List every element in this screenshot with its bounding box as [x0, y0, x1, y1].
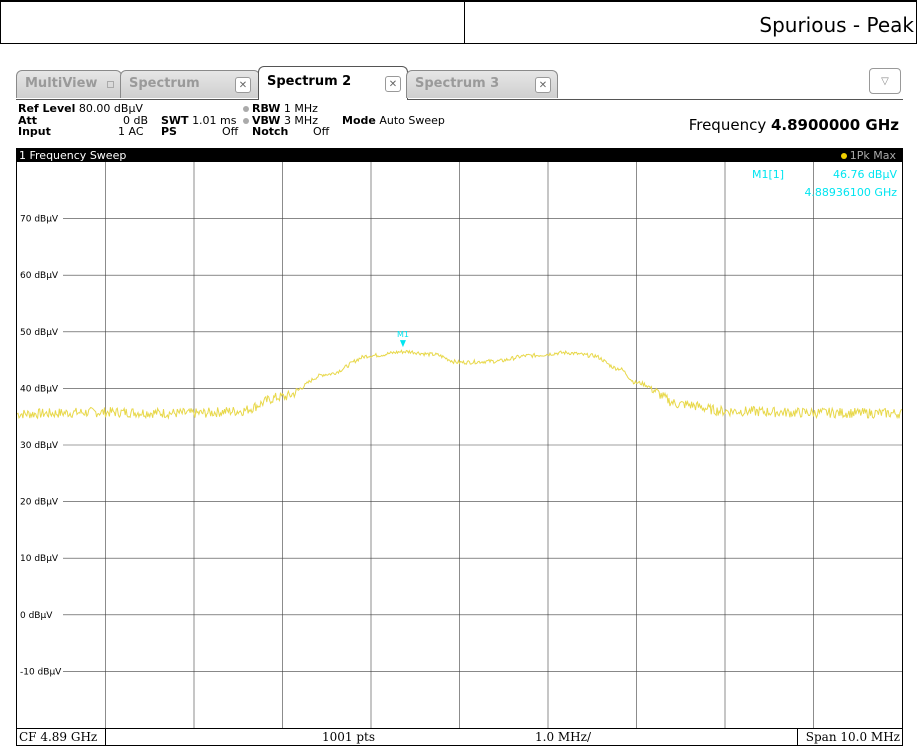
trace-indicator: 1Pk Max: [840, 149, 896, 162]
y-tick-label: 70 dBµV: [20, 215, 59, 225]
y-tick-label: 0 dBµV: [20, 611, 53, 621]
spectrum-plot: 1 Frequency Sweep 1Pk Max 70 dBµV 60 dBµV…: [16, 148, 903, 746]
y-tick-labels: 70 dBµV 60 dBµV 50 dBµV 40 dBµV 30 dBµV 20 dB…: [20, 215, 62, 678]
footer-div: 1.0 MHz/: [535, 730, 592, 744]
att-value[interactable]: 0 dB: [123, 114, 149, 127]
coupling-dot-icon: [243, 118, 249, 124]
rbw-value[interactable]: 1 MHz: [283, 102, 318, 115]
notch-label: Notch: [252, 125, 289, 138]
rbw-label: RBW: [252, 102, 281, 115]
grid: [63, 162, 902, 728]
footer-points: 1001 pts: [322, 730, 376, 744]
y-tick-label: -10 dBµV: [20, 667, 62, 677]
frequency-label: Frequency: [688, 116, 767, 134]
tab-underline: [408, 99, 903, 100]
plot-header: 1 Frequency Sweep 1Pk Max: [17, 149, 902, 162]
coupling-dot-icon: [243, 106, 249, 112]
swt-value[interactable]: 1.01 ms: [192, 114, 237, 127]
close-icon[interactable]: ✕: [535, 77, 551, 93]
frequency-value: 4.8900000 GHz: [770, 116, 899, 134]
plot-footer: CF 4.89 GHz 1001 pts 1.0 MHz/ Span 10.0 …: [17, 728, 902, 746]
trace-label: 1Pk Max: [849, 149, 896, 162]
multiview-grid-icon: [107, 81, 114, 88]
vbw-label: VBW: [252, 114, 281, 127]
ref-level-label: Ref Level: [18, 102, 76, 115]
marker-m1[interactable]: M1: [397, 330, 409, 348]
mode-label: Mode: [342, 114, 376, 127]
marker-level: 46.76 dBµV: [833, 168, 898, 181]
tab-multiview[interactable]: MultiView: [16, 70, 122, 98]
tab-spectrum-3[interactable]: Spectrum 3 ✕: [406, 70, 558, 98]
tab-label: Spectrum 3: [415, 76, 500, 91]
tab-label: MultiView: [25, 76, 98, 91]
input-label: Input: [18, 125, 51, 138]
att-label: Att: [18, 114, 38, 127]
mode-value[interactable]: Auto Sweep: [379, 114, 445, 127]
marker-triangle-icon: [399, 340, 406, 348]
vbw-value[interactable]: 3 MHz: [283, 114, 318, 127]
footer-divider: [105, 729, 106, 746]
close-icon[interactable]: ✕: [385, 76, 401, 92]
input-value[interactable]: 1 AC: [118, 125, 144, 138]
tab-underline: [16, 99, 258, 100]
y-tick-label: 40 dBµV: [20, 384, 59, 394]
chevron-down-icon[interactable]: ▽: [869, 68, 901, 94]
top-rule: [0, 0, 917, 2]
report-title: Spurious - Peak: [759, 13, 914, 37]
close-icon[interactable]: ✕: [235, 77, 251, 93]
y-tick-label: 60 dBµV: [20, 271, 59, 281]
tab-spectrum-2[interactable]: Spectrum 2 ✕: [258, 66, 408, 100]
y-tick-label: 50 dBµV: [20, 328, 59, 338]
y-tick-label: 20 dBµV: [20, 498, 59, 508]
tab-label: Spectrum: [129, 76, 200, 91]
y-tick-label: 30 dBµV: [20, 441, 59, 451]
swt-label: SWT: [161, 114, 189, 127]
footer-divider: [797, 729, 798, 746]
spectrum-analyzer-window: MultiView Spectrum ✕ Spectrum 2 ✕ Spectr…: [16, 66, 903, 746]
header-cell-left: [0, 0, 465, 44]
report-header: Spurious - Peak: [0, 0, 917, 44]
tab-label: Spectrum 2: [267, 74, 352, 89]
trace-line: [17, 349, 902, 420]
marker-tag: M1: [397, 330, 409, 339]
ref-level-value[interactable]: 80.00 dBµV: [78, 102, 143, 115]
marker-name: M1[1]: [752, 168, 784, 181]
tab-bar: MultiView Spectrum ✕ Spectrum 2 ✕ Spectr…: [16, 66, 903, 100]
notch-value[interactable]: Off: [313, 125, 330, 138]
tab-spectrum[interactable]: Spectrum ✕: [120, 70, 260, 98]
plot-canvas[interactable]: 70 dBµV 60 dBµV 50 dBµV 40 dBµV 30 dBµV 20 dB…: [17, 162, 902, 728]
trace-dot-icon: [840, 153, 847, 159]
ps-label: PS: [161, 125, 177, 138]
footer-span: Span 10.0 MHz: [805, 730, 900, 744]
header-cell-right: Spurious - Peak: [464, 0, 917, 44]
settings-panel: Ref Level 80.00 dBµV Att 0 dB SWT 1.01 m…: [16, 100, 903, 148]
center-frequency[interactable]: Frequency 4.8900000 GHz: [689, 116, 899, 134]
ps-value[interactable]: Off: [222, 125, 239, 138]
marker-frequency: 4.88936100 GHz: [804, 186, 897, 199]
y-tick-label: 10 dBµV: [20, 554, 59, 564]
plot-title: 1 Frequency Sweep: [19, 149, 127, 162]
footer-cf: CF 4.89 GHz: [19, 730, 98, 744]
